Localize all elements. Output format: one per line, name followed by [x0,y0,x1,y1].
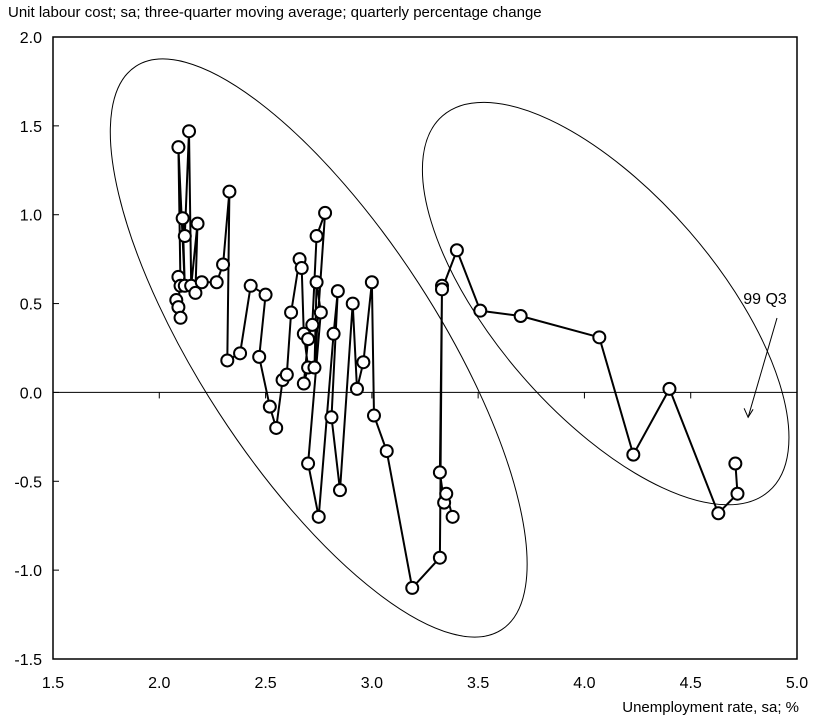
x-axis-label: Unemployment rate, sa; % [622,699,799,716]
data-point [662,381,677,396]
x-tick-label: 2.5 [254,675,276,692]
x-tick-label: 3.0 [361,675,383,692]
data-point [233,346,248,361]
data-point [279,367,294,382]
data-point [711,506,726,521]
data-point [449,243,464,258]
data-point [405,580,420,595]
y-tick-label: 0.0 [20,385,42,402]
data-point [258,287,273,302]
data-point [318,205,333,220]
group-ellipse [421,101,790,506]
data-point [730,486,745,501]
data-point [301,332,316,347]
ellipses-layer [109,58,790,638]
data-point [309,275,324,290]
data-point [326,326,341,341]
data-point [439,486,454,501]
y-axis-label: Unit labour cost; sa; three-quarter movi… [8,4,542,21]
x-tick-label: 2.0 [148,675,170,692]
data-point [175,211,190,226]
series-line [175,130,454,589]
data-point [330,284,345,299]
data-point [252,349,267,364]
x-tick-label: 5.0 [786,675,808,692]
x-tick-label: 4.0 [573,675,595,692]
data-point [345,296,360,311]
x-tick-label: 3.5 [467,675,489,692]
data-point [473,303,488,318]
data-point [366,408,381,423]
data-point [284,305,299,320]
data-point [305,317,320,332]
data-point [592,330,607,345]
data-point [626,447,641,462]
annotation-arrow-line [747,317,778,418]
data-point [435,282,450,297]
axes-layer: 1.5 2.0 2.5 3.0 3.5 4.0 4.5 5.0 2.0 1.5 1.0 0.5 0.0 -… [14,30,808,692]
data-point [728,456,743,471]
data-point [364,275,379,290]
data-point [173,310,188,325]
data-point [307,360,322,375]
data-point [220,353,235,368]
data-point [356,355,371,370]
data-point [190,216,205,231]
y-tick-label: 0.5 [20,297,42,314]
data-point [332,483,347,498]
plot-area [52,36,798,660]
data-point [188,285,203,300]
data-point [301,456,316,471]
data-point [349,381,364,396]
points-layer [169,124,745,595]
data-point [432,465,447,480]
annotation-label: 99 Q3 [743,291,787,308]
x-tick-label: 1.5 [42,675,64,692]
data-point [513,309,528,324]
data-point [243,278,258,293]
y-tick-label: -1.5 [14,652,42,669]
data-point [216,257,231,272]
data-point [432,550,447,565]
group-ellipse [109,58,528,638]
y-tick-label: 1.5 [20,119,42,136]
y-tick-label: -1.0 [14,563,42,580]
data-point [222,184,237,199]
lines-layer [175,130,739,589]
data-point [262,399,277,414]
data-point [171,140,186,155]
data-point [209,275,224,290]
data-point [324,410,339,425]
data-point [379,444,394,459]
series-line [441,249,739,515]
data-point [445,509,460,524]
x-tick-label: 4.5 [680,675,702,692]
annotation-arrow-head [743,408,754,419]
y-tick-label: 1.0 [20,208,42,225]
annotation-layer: 99 Q3 [743,291,787,419]
data-point [177,229,192,244]
data-point [294,261,309,276]
data-point [194,275,209,290]
y-tick-label: -0.5 [14,474,42,491]
data-point [313,305,328,320]
data-point [311,509,326,524]
data-point [182,124,197,139]
data-point [269,420,284,435]
y-tick-label: 2.0 [20,30,42,47]
data-point [296,376,311,391]
data-point [309,229,324,244]
